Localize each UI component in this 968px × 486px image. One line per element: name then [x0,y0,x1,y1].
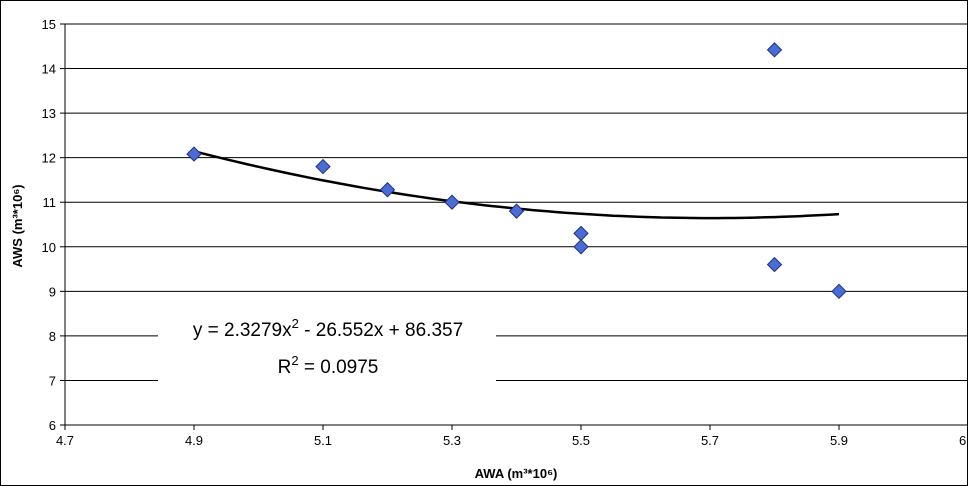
y-tick-label: 15 [42,17,56,32]
data-point [186,146,202,162]
equation-background [158,312,496,398]
y-tick-label: 12 [42,151,56,166]
data-point [573,239,589,255]
axes [60,23,968,430]
x-tick-label: 4.7 [56,433,74,448]
y-tick-label: 10 [42,240,56,255]
data-point [766,256,783,273]
x-tick-label: 5.1 [314,433,332,448]
data-point [315,158,331,175]
y-tick-label: 7 [49,373,56,388]
equation-box [158,312,496,398]
y-tick-label: 9 [49,284,56,299]
data-point [508,203,525,219]
data-point [831,283,847,300]
y-tick-label: 6 [49,418,56,433]
data-point [444,194,460,210]
y-tick-label: 8 [49,329,56,344]
trendline-r-squared: R2 = 0.0975 [278,353,379,378]
x-tick-label: 5.5 [572,433,590,448]
data-point [379,182,396,198]
y-axis-title: AWS (m³*10⁶) [10,184,25,267]
x-tick-label: 5.7 [701,433,719,448]
x-tick-label: 5.3 [443,433,461,448]
x-tick-label: 5.9 [830,433,848,448]
x-axis-title: AWA (m³*10⁶) [475,466,558,481]
data-point [573,225,589,242]
y-tick-label: 11 [43,195,57,210]
x-tick-label: 6.1 [959,433,968,448]
tick-labels: 6 7 8 9 10 11 12 13 14 15 4.7 4.9 5.1 5.3 5.5 5.7 5.9 6.1 [42,17,968,448]
y-tick-label: 14 [42,62,56,77]
x-tick-label: 4.9 [185,433,203,448]
data-point [766,42,783,58]
trendline-equation: y = 2.3279x2 - 26.552x + 86.357 [193,316,463,341]
data-points [186,42,847,300]
y-tick-label: 13 [42,106,56,121]
